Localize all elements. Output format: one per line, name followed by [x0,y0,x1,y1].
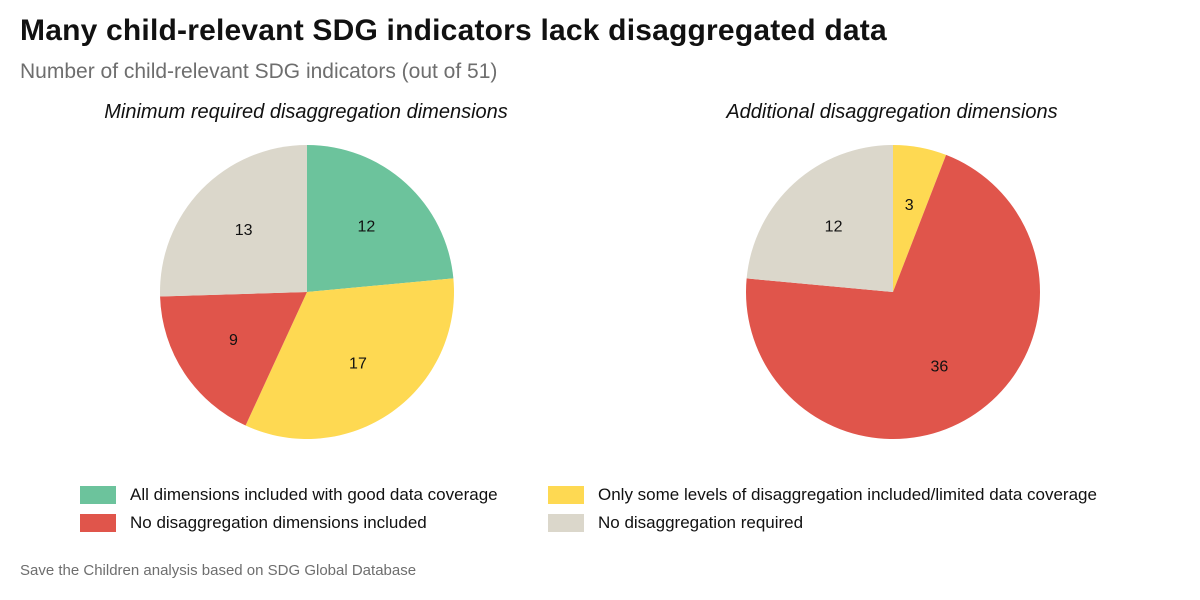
pie-slice-good [307,145,454,292]
pie-slice-none [160,292,307,426]
legend-item-good: All dimensions included with good data c… [80,485,498,505]
pie-chart-additional: 3 36 12 [746,145,1040,440]
legend-swatch-not-required [548,514,584,532]
chart-subtitle: Number of child-relevant SDG indicators … [20,60,498,83]
slice-label-not_required: 13 [235,222,253,239]
pie-slice-not_required [746,145,893,292]
legend-swatch-good [80,486,116,504]
legend-item-limited: Only some levels of disaggregation inclu… [548,485,1097,505]
legend-label-good: All dimensions included with good data c… [130,485,498,504]
pie-chart-minimum: 12 17 9 13 [160,145,454,439]
slice-label-not_required: 12 [825,218,843,235]
slice-label-none: 36 [931,358,949,375]
legend-label-limited: Only some levels of disaggregation inclu… [598,485,1097,504]
pie-slice-limited [893,145,947,292]
legend-item-none: No disaggregation dimensions included [80,513,427,533]
legend-swatch-limited [548,486,584,504]
pie-slice-none [746,154,1040,440]
chart-title: Many child-relevant SDG indicators lack … [20,14,887,47]
slice-label-good: 12 [358,218,376,235]
legend-label-none: No disaggregation dimensions included [130,513,427,532]
legend-item-not-required: No disaggregation required [548,513,803,533]
pie-slice-not_required [160,145,307,297]
legend-label-not-required: No disaggregation required [598,513,804,532]
pie-title-minimum: Minimum required disaggregation dimensio… [104,101,508,123]
slice-label-none: 9 [229,332,238,349]
pie-title-additional: Additional disaggregation dimensions [726,101,1058,123]
source-note: Save the Children analysis based on SDG … [20,562,417,579]
slice-label-limited: 17 [349,355,367,372]
legend-swatch-none [80,514,116,532]
slice-label-limited: 3 [905,197,914,214]
pie-slice-limited [245,278,454,439]
